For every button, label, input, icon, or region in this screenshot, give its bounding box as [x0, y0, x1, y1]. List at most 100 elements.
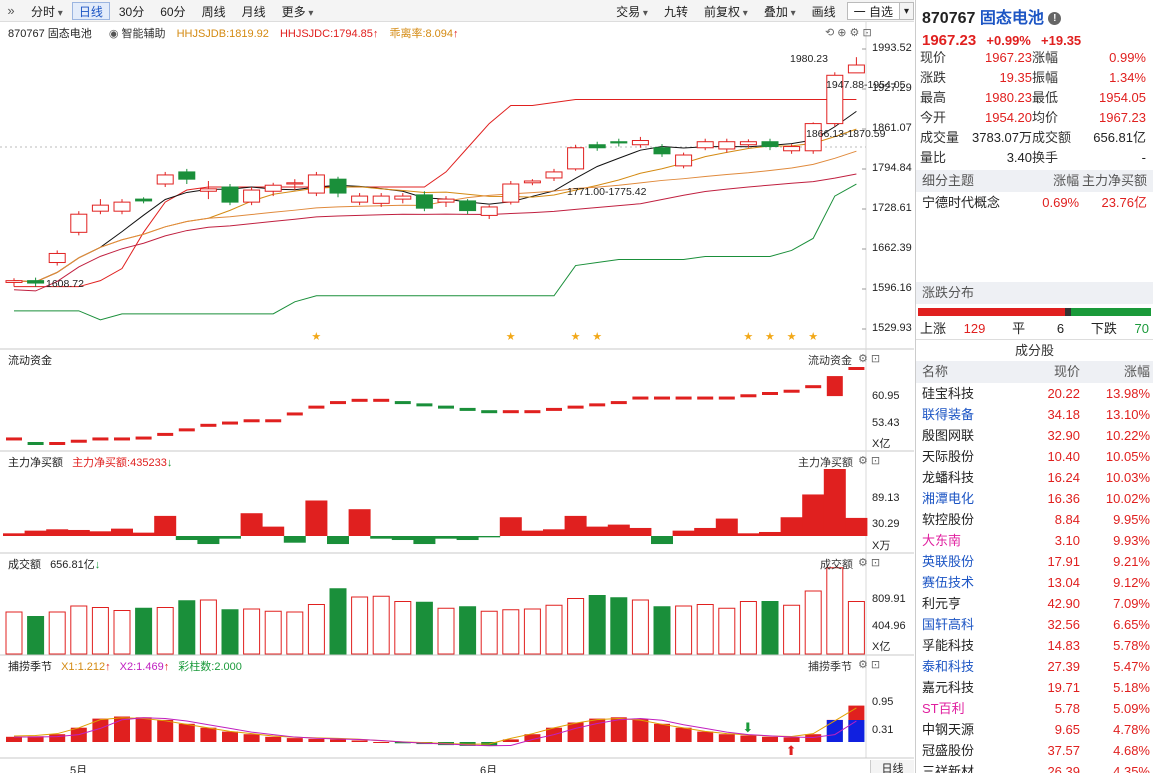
quote-label: 成交量 [920, 130, 960, 145]
flow-bar [178, 428, 195, 432]
net-bar [240, 513, 263, 536]
net-bar [780, 517, 803, 536]
y-tick-label: 1596.16 [872, 281, 912, 294]
flow-bar [265, 419, 282, 423]
panel-tools-icon[interactable]: ⟲ ⊕ ⚙ ⊡ [825, 27, 872, 39]
season-bar [740, 735, 757, 742]
stock-name[interactable]: 固态电池 [979, 10, 1044, 27]
constituent-row[interactable]: 大东南 3.10 9.93% [916, 530, 1153, 551]
constituent-row[interactable]: 三祥新材 26.39 4.35% [916, 761, 1153, 773]
quote-label: 振幅 [1032, 70, 1059, 85]
quote-label: 最高 [920, 90, 947, 105]
price-annotation: 1771.00-1775.42 [567, 186, 647, 198]
season-tick-1: 0.95 [872, 696, 894, 708]
y-tick-label: 1794.84 [872, 161, 912, 174]
gear-icon[interactable]: ⚙ ⊡ [858, 557, 881, 569]
constituent-price: 14.83 [1047, 638, 1080, 653]
constituent-row[interactable]: 中钢天源 9.65 4.78% [916, 719, 1153, 740]
kline-chart[interactable]: ★ ★ ★ ★ ★ ★ ★ ★ 1980.23 1947.88-1954.05 1866.13-18… [0, 22, 914, 773]
col-name[interactable]: 名称 [922, 364, 949, 379]
amount-bar [610, 597, 628, 655]
gear-icon[interactable]: ⚙ ⊡ [858, 455, 881, 467]
star-marker: ★ [743, 331, 753, 343]
constituent-row[interactable]: ST百利 5.78 5.09% [916, 698, 1153, 719]
amount-unit: X亿 [872, 641, 891, 653]
down-count: 70 [1134, 321, 1149, 336]
constituent-row[interactable]: 软控股份 8.84 9.95% [916, 509, 1153, 530]
constituent-row[interactable]: 湘潭电化 16.36 10.02% [916, 488, 1153, 509]
candle [696, 141, 714, 149]
flow-bar [481, 410, 498, 414]
amount-bar [91, 607, 109, 655]
season-bar [243, 734, 260, 742]
price-annotation: 1980.23 [790, 53, 828, 65]
gear-icon[interactable]: ⚙ ⊡ [858, 659, 881, 671]
tool-button-0[interactable]: 交易 [609, 2, 655, 20]
constituent-row[interactable]: 英联股份 17.91 9.21% [916, 551, 1153, 572]
period-indicator[interactable]: 日线 [870, 760, 914, 773]
amount-bar [588, 595, 606, 655]
constituent-price: 3.10 [1054, 533, 1080, 548]
constituent-row[interactable]: 联得装备 34.18 13.10% [916, 404, 1153, 425]
constituent-row[interactable]: 孚能科技 14.83 5.78% [916, 635, 1153, 656]
quote-value: 3.40 [1006, 150, 1032, 165]
period-button-0[interactable]: 分时 [24, 2, 70, 20]
theme-name: 宁德时代概念 [922, 195, 1001, 210]
constituent-row[interactable]: 硅宝科技 20.22 13.98% [916, 383, 1153, 404]
assist-label[interactable]: 智能辅助 [121, 28, 166, 40]
period-button-6[interactable]: 更多 [275, 2, 321, 20]
upper-band-line [14, 98, 857, 288]
tool-button-4[interactable]: 画线 [811, 4, 836, 19]
season-bar [502, 739, 519, 742]
constituent-row[interactable]: 殷图网联 32.90 10.22% [916, 425, 1153, 446]
constituent-row[interactable]: 利元亨 42.90 7.09% [916, 593, 1153, 614]
net-bar [435, 536, 457, 539]
constituent-row[interactable]: 赛伍技术 13.04 9.12% [916, 572, 1153, 593]
collapse-icon[interactable]: » [7, 3, 15, 18]
net-bar [111, 528, 133, 536]
theme-row[interactable]: 宁德时代概念 0.69% 23.76亿 [916, 192, 1153, 214]
chart-area[interactable]: ★ ★ ★ ★ ★ ★ ★ ★ 1980.23 1947.88-1954.05 1866.13-18… [0, 22, 914, 773]
ma30-line [13, 173, 857, 292]
candle [653, 147, 671, 155]
season-panel-header: 捕捞季节 X1:1.212↑ X2:1.469↑ 彩柱数:2.000 [8, 661, 242, 673]
price-annotation: 1866.13-1870.59 [806, 128, 886, 140]
flow-bar [49, 442, 66, 445]
period-button-5[interactable]: 月线 [241, 4, 266, 19]
period-button-3[interactable]: 60分 [160, 4, 186, 19]
flow-bar [70, 439, 87, 443]
y-tick-label: 1728.61 [872, 202, 912, 214]
constituent-row[interactable]: 国轩高科 32.56 6.65% [916, 614, 1153, 635]
info-icon[interactable]: ! [1048, 12, 1062, 26]
tool-button-1[interactable]: 九转 [663, 4, 688, 19]
star-marker: ★ [787, 331, 797, 343]
chevron-down-icon[interactable]: ▾ [900, 1, 914, 20]
tool-button-2[interactable]: 前复权 [697, 2, 755, 20]
assist-icon[interactable]: ◉ [108, 28, 119, 40]
constituent-row[interactable]: 嘉元科技 19.71 5.18% [916, 677, 1153, 698]
constituent-row[interactable]: 泰和科技 27.39 5.47% [916, 656, 1153, 677]
tool-button-3[interactable]: 叠加 [757, 2, 803, 20]
season-bar [675, 727, 692, 742]
period-button-2[interactable]: 30分 [118, 4, 145, 19]
candle [135, 198, 153, 202]
indicator-bias: 乖离率:8.094 [389, 28, 454, 40]
amount-bar [156, 607, 174, 655]
constituent-pct: 5.47% [1113, 659, 1150, 674]
quote-value: 1.34% [1109, 70, 1146, 85]
col-pct[interactable]: 涨幅 [1123, 364, 1150, 379]
gear-icon[interactable]: ⚙ ⊡ [858, 353, 881, 365]
period-button-4[interactable]: 周线 [201, 4, 226, 19]
col-price[interactable]: 现价 [1053, 364, 1080, 379]
period-button-1[interactable]: 日线 [71, 1, 110, 20]
flow-bar [157, 432, 174, 436]
constituent-name: 硅宝科技 [922, 386, 975, 401]
constituent-row[interactable]: 冠盛股份 37.57 4.68% [916, 740, 1153, 761]
constituent-row[interactable]: 龙蟠科技 16.24 10.03% [916, 467, 1153, 488]
constituent-row[interactable]: 天际股份 10.40 10.05% [916, 446, 1153, 467]
season-bar [265, 736, 282, 742]
constituent-pct: 5.09% [1113, 701, 1150, 716]
theme-pct: 0.69% [1042, 195, 1080, 210]
self-select-button[interactable]: 一 自选 [846, 1, 900, 20]
